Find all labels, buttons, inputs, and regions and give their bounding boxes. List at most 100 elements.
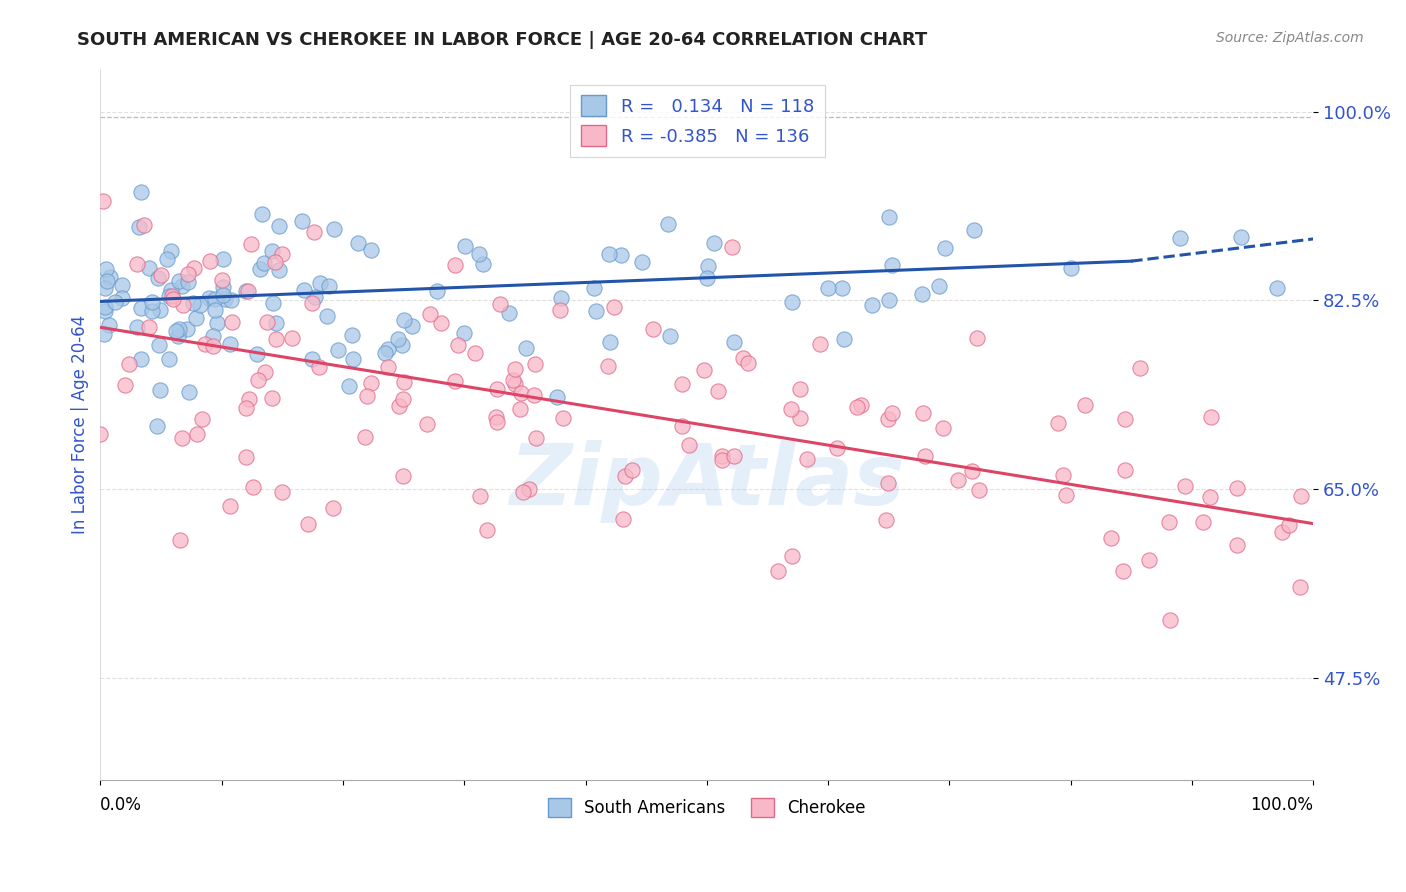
Point	[391, 338, 413, 352]
Point	[401, 318, 423, 333]
Point	[194, 337, 217, 351]
Point	[346, 236, 368, 251]
Point	[148, 270, 170, 285]
Point	[523, 388, 546, 402]
Point	[711, 449, 734, 463]
Point	[1060, 260, 1083, 275]
Point	[1129, 361, 1152, 376]
Point	[246, 347, 269, 361]
Point	[270, 247, 292, 261]
Point	[877, 293, 900, 307]
Point	[430, 316, 453, 330]
Point	[808, 336, 831, 351]
Point	[1174, 479, 1197, 493]
Point	[260, 392, 283, 406]
Point	[264, 255, 287, 269]
Point	[267, 263, 290, 277]
Point	[966, 331, 988, 345]
Point	[264, 332, 287, 346]
Point	[1114, 412, 1136, 426]
Point	[308, 277, 330, 291]
Point	[486, 383, 509, 397]
Point	[271, 485, 294, 500]
Point	[454, 239, 477, 253]
Point	[93, 326, 115, 341]
Point	[292, 283, 315, 297]
Point	[184, 310, 207, 325]
Point	[131, 351, 153, 366]
Point	[214, 292, 236, 306]
Point	[118, 357, 141, 371]
Point	[1226, 481, 1249, 495]
Point	[1229, 230, 1251, 244]
Point	[157, 289, 180, 303]
Point	[260, 244, 283, 258]
Point	[447, 338, 470, 352]
Point	[1074, 398, 1097, 412]
Point	[250, 207, 273, 221]
Point	[145, 418, 167, 433]
Point	[160, 283, 183, 297]
Legend: South Americans, Cherokee: South Americans, Cherokee	[540, 789, 875, 825]
Point	[485, 415, 508, 429]
Point	[202, 339, 225, 353]
Text: SOUTH AMERICAN VS CHEROKEE IN LABOR FORCE | AGE 20-64 CORRELATION CHART: SOUTH AMERICAN VS CHEROKEE IN LABOR FORC…	[77, 31, 928, 49]
Point	[963, 223, 986, 237]
Point	[392, 376, 415, 390]
Point	[780, 295, 803, 310]
Text: 0.0%: 0.0%	[100, 797, 142, 814]
Point	[882, 258, 904, 272]
Point	[326, 343, 349, 358]
Point	[129, 301, 152, 315]
Point	[444, 374, 467, 388]
Point	[156, 252, 179, 266]
Point	[453, 326, 475, 340]
Point	[721, 240, 744, 254]
Point	[219, 293, 242, 307]
Point	[641, 322, 664, 336]
Point	[1289, 580, 1312, 594]
Point	[671, 419, 693, 434]
Point	[301, 352, 323, 367]
Point	[315, 309, 337, 323]
Point	[1046, 417, 1069, 431]
Point	[475, 523, 498, 537]
Point	[235, 401, 257, 416]
Point	[337, 379, 360, 393]
Point	[297, 516, 319, 531]
Point	[392, 312, 415, 326]
Point	[114, 377, 136, 392]
Point	[391, 392, 413, 406]
Point	[377, 359, 399, 374]
Point	[166, 328, 188, 343]
Point	[198, 291, 221, 305]
Point	[546, 390, 568, 404]
Point	[104, 294, 127, 309]
Point	[1289, 489, 1312, 503]
Point	[911, 406, 934, 420]
Point	[391, 468, 413, 483]
Point	[696, 259, 718, 273]
Point	[98, 269, 121, 284]
Point	[877, 475, 900, 490]
Point	[198, 253, 221, 268]
Point	[204, 292, 226, 306]
Point	[598, 359, 620, 373]
Point	[443, 258, 465, 272]
Point	[464, 346, 486, 360]
Point	[1265, 281, 1288, 295]
Point	[1052, 468, 1074, 483]
Point	[388, 399, 411, 413]
Point	[503, 376, 526, 391]
Point	[1199, 490, 1222, 504]
Point	[825, 442, 848, 456]
Point	[218, 499, 240, 513]
Point	[302, 225, 325, 239]
Point	[780, 401, 803, 416]
Point	[512, 484, 534, 499]
Point	[603, 301, 626, 315]
Point	[125, 257, 148, 271]
Point	[157, 351, 180, 366]
Point	[322, 222, 344, 236]
Point	[342, 351, 364, 366]
